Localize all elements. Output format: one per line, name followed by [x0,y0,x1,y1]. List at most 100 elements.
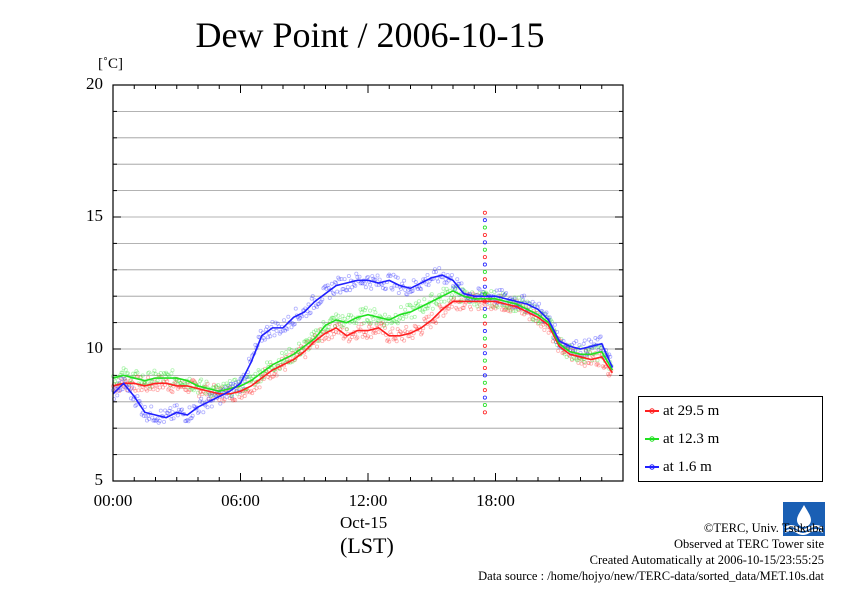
noise-point [140,373,145,378]
noise-point [266,335,271,340]
noise-point [387,339,392,344]
noise-point [334,312,339,317]
noise-point [282,318,287,323]
noise-point [167,386,172,391]
noise-point [431,270,436,275]
noise-point [325,333,330,338]
noise-point [426,303,431,308]
noise-point [360,281,365,286]
noise-point [358,281,363,286]
noise-point [277,367,282,372]
noise-point [363,285,368,290]
noise-point [275,321,280,326]
noise-point [556,348,561,353]
noise-point [583,349,588,354]
noise-point [336,330,341,335]
noise-point [185,418,190,423]
noise-point [352,320,357,325]
noise-point [438,304,443,309]
noise-point [435,302,440,307]
noise-point [310,294,315,299]
noise-point [347,288,352,293]
noise-point [268,376,273,381]
noise-point [346,312,351,317]
noise-point [472,302,477,307]
noise-point [222,397,227,402]
noise-point [489,289,494,294]
noise-point [142,404,147,409]
noise-point [500,291,505,296]
spike-point [482,321,487,326]
noise-point [607,352,612,357]
noise-point [130,385,135,390]
noise-point [410,305,415,310]
noise-point [360,307,365,312]
legend: at 29.5 m at 12.3 m at 1.6 m [638,396,823,482]
legend-swatch [645,436,659,442]
noise-point [384,286,389,291]
noise-point [346,339,351,344]
noise-point [139,412,144,417]
x-tick-label: 12:00 [348,491,388,510]
source-text: Data source : /home/hojyo/new/TERC-data/… [478,569,824,583]
noise-point [477,302,482,307]
noise-point [236,379,241,384]
noise-point [313,303,318,308]
noise-point [345,285,350,290]
spike-point [482,218,487,223]
noise-point [512,295,517,300]
noise-point [144,388,149,393]
noise-point [119,370,124,375]
noise-point [246,374,251,379]
noise-point [354,336,359,341]
noise-point [143,387,148,392]
noise-point [151,387,156,392]
noise-point [376,318,381,323]
y-tick-label: 5 [94,470,104,489]
noise-point [373,330,378,335]
noise-point [165,410,170,415]
noise-point [368,308,373,313]
noise-point [595,361,600,366]
noise-point [274,373,279,378]
noise-point [169,371,174,376]
noise-point [284,350,289,355]
noise-point [508,309,513,314]
spike-point [482,255,487,260]
noise-point [304,338,309,343]
noise-point [120,387,125,392]
noise-point [178,408,183,413]
noise-point [242,394,247,399]
legend-label: at 1.6 m [663,458,712,475]
noise-point [432,318,437,323]
noise-point [561,350,566,355]
noise-point [415,286,420,291]
noise-point [410,289,415,294]
noise-point [385,321,390,326]
noise-point [257,385,262,390]
noise-point [244,374,249,379]
noise-point [240,391,245,396]
noise-point [169,389,174,394]
noise-point [148,386,153,391]
noise-point [449,272,454,277]
noise-point [388,330,393,335]
noise-point [437,303,442,308]
noise-point [207,392,212,397]
noise-point [198,389,203,394]
noise-point [477,291,482,296]
noise-point [323,283,328,288]
noise-point [127,378,132,383]
noise-point [396,317,401,322]
noise-point [283,354,288,359]
noise-point [503,292,508,297]
noise-point [587,337,592,342]
spike-point [482,351,487,356]
noise-point [321,320,326,325]
x-axis-date-label: Oct-15 [340,513,388,532]
noise-point [581,359,586,364]
noise-point [406,334,411,339]
noise-point [596,347,601,352]
noise-point [495,305,500,310]
noise-point [582,360,587,365]
